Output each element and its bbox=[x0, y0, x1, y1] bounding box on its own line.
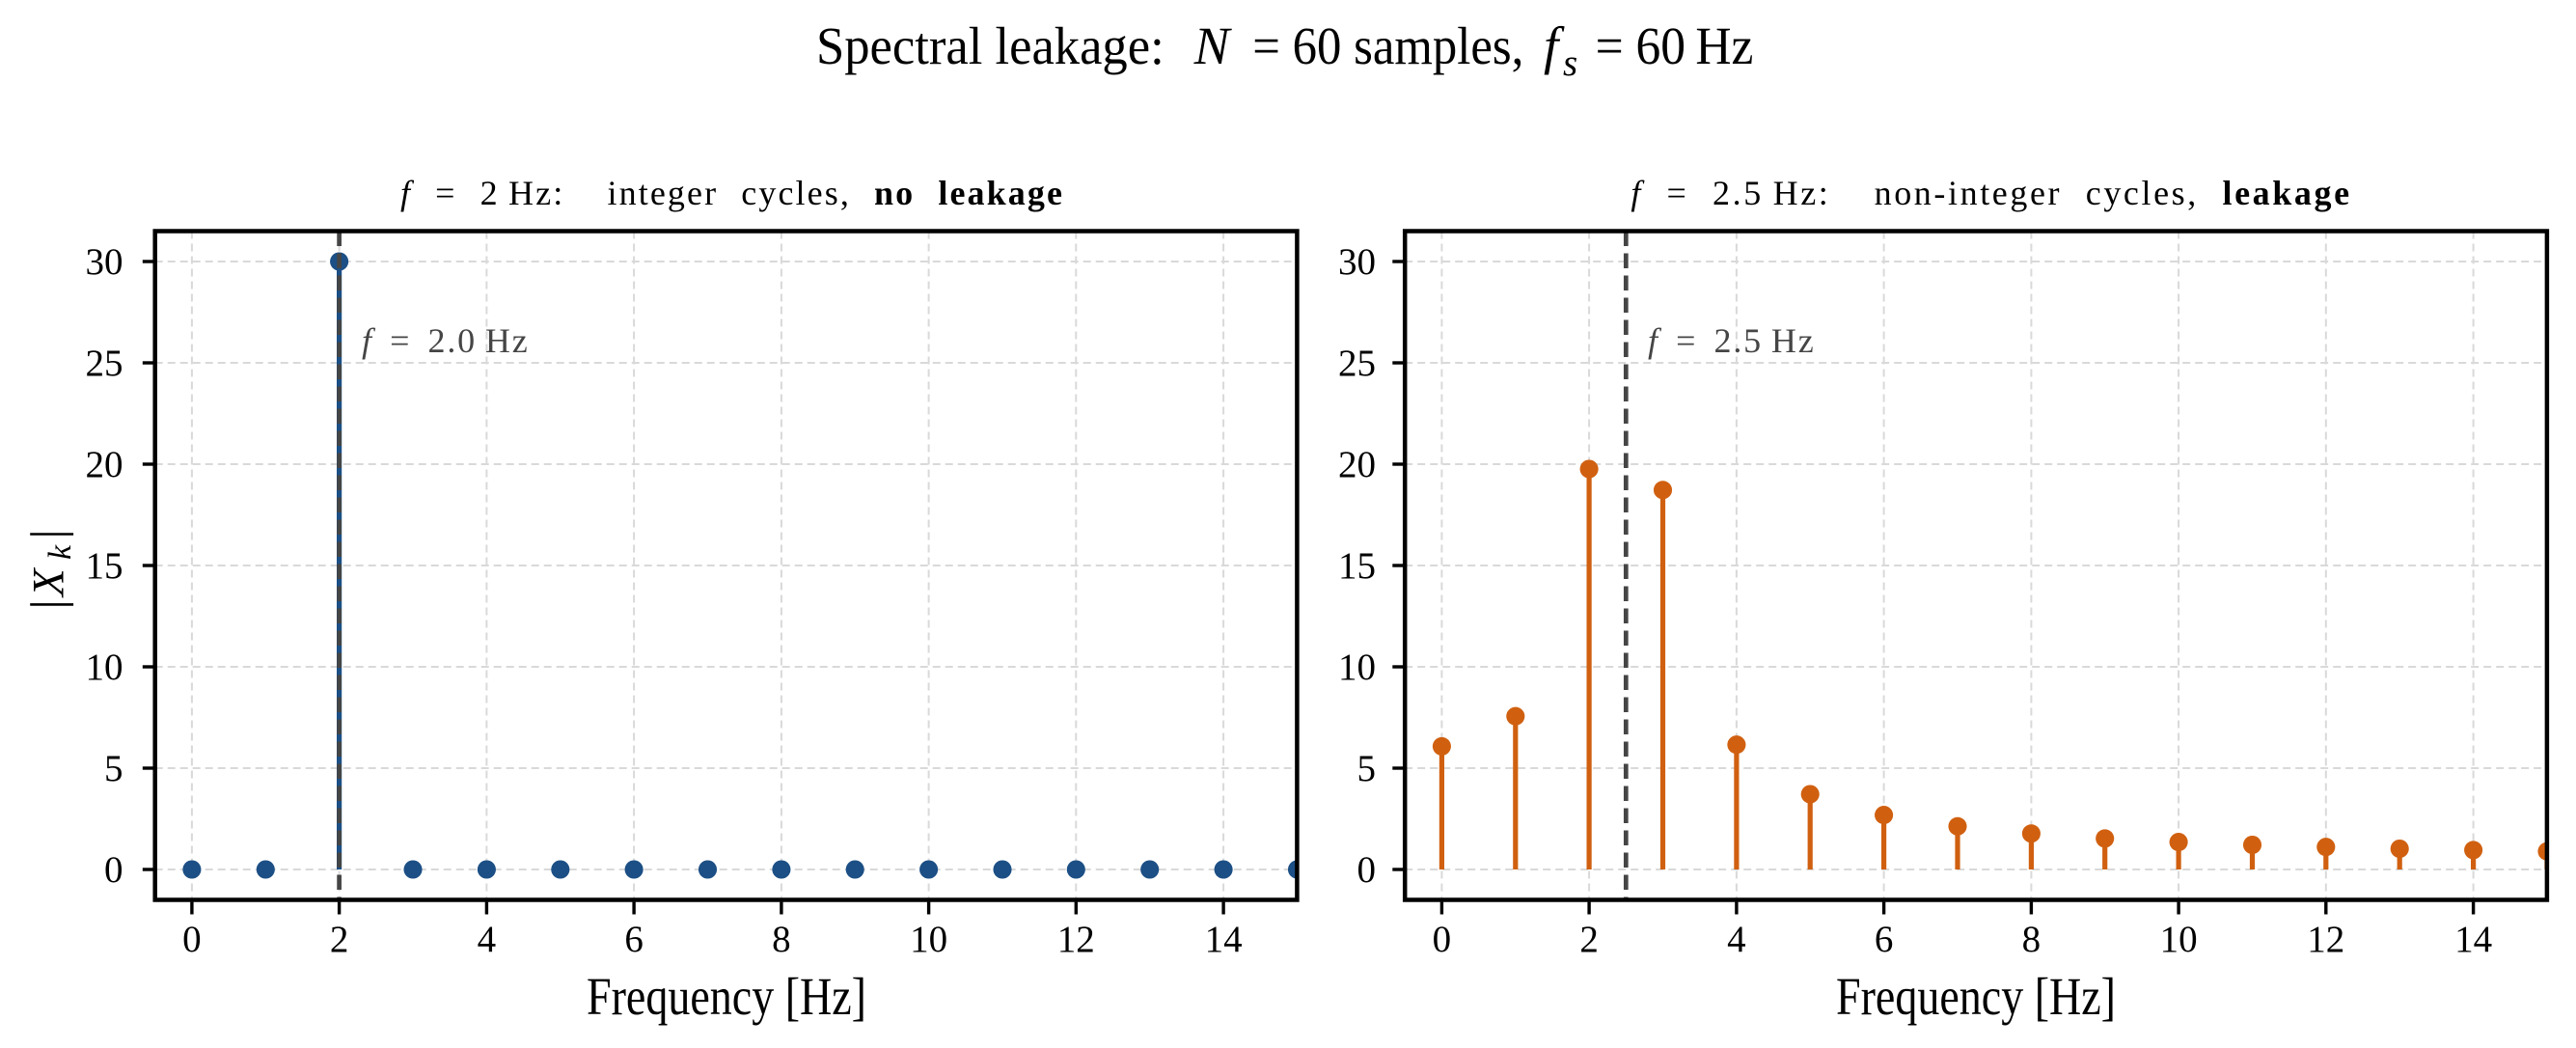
svg-text:10: 10 bbox=[1338, 647, 1376, 688]
svg-text:20: 20 bbox=[1338, 444, 1376, 485]
svg-text:12: 12 bbox=[2307, 919, 2344, 960]
svg-text:f = 2.0 Hz: f = 2.0 Hz bbox=[362, 321, 530, 360]
svg-text:2: 2 bbox=[1579, 919, 1599, 960]
svg-text:14: 14 bbox=[2454, 919, 2492, 960]
svg-text:4: 4 bbox=[478, 919, 497, 960]
svg-text:15: 15 bbox=[86, 545, 123, 587]
svg-text:Spectral leakage:: Spectral leakage: bbox=[816, 16, 1165, 75]
svg-text:6: 6 bbox=[624, 919, 644, 960]
svg-text:2: 2 bbox=[330, 919, 349, 960]
svg-text:12: 12 bbox=[1057, 919, 1095, 960]
svg-text:4: 4 bbox=[1727, 919, 1746, 960]
svg-text:5: 5 bbox=[104, 748, 123, 789]
svg-text:s: s bbox=[1563, 42, 1577, 84]
svg-text:8: 8 bbox=[2022, 919, 2042, 960]
svg-text:25: 25 bbox=[1338, 343, 1376, 384]
svg-text:Frequency [Hz]: Frequency [Hz] bbox=[1836, 967, 2116, 1026]
svg-text:f = 2.5 Hz: f = 2.5 Hz bbox=[1648, 321, 1816, 360]
svg-text:6: 6 bbox=[1875, 919, 1894, 960]
svg-text:f = 2 Hz: integer cycles, no: f = 2 Hz: integer cycles, no leakage bbox=[400, 174, 1064, 212]
svg-text:8: 8 bbox=[772, 919, 791, 960]
svg-text:10: 10 bbox=[2160, 919, 2198, 960]
svg-text:0: 0 bbox=[1433, 919, 1452, 960]
svg-text:f = 2.5 Hz: non-integer cycle: f = 2.5 Hz: non-integer cycles, leakage bbox=[1631, 174, 2351, 212]
svg-text:= 60 Hz: = 60 Hz bbox=[1596, 16, 1754, 75]
svg-text:N: N bbox=[1193, 16, 1233, 75]
svg-text:= 60 samples,: = 60 samples, bbox=[1252, 16, 1523, 75]
svg-text:30: 30 bbox=[86, 241, 123, 283]
svg-text:10: 10 bbox=[910, 919, 947, 960]
svg-text:10: 10 bbox=[86, 647, 123, 688]
svg-text:X: X bbox=[24, 566, 74, 598]
svg-text:25: 25 bbox=[86, 343, 123, 384]
svg-text:k: k bbox=[42, 544, 78, 560]
svg-text:0: 0 bbox=[1357, 849, 1377, 891]
svg-text:20: 20 bbox=[86, 444, 123, 485]
svg-text:14: 14 bbox=[1205, 919, 1243, 960]
svg-text:15: 15 bbox=[1338, 545, 1376, 587]
svg-text:Frequency [Hz]: Frequency [Hz] bbox=[587, 967, 866, 1026]
svg-text:0: 0 bbox=[182, 919, 202, 960]
svg-text:30: 30 bbox=[1338, 241, 1376, 283]
svg-text:0: 0 bbox=[104, 849, 123, 891]
svg-text:5: 5 bbox=[1357, 748, 1377, 789]
